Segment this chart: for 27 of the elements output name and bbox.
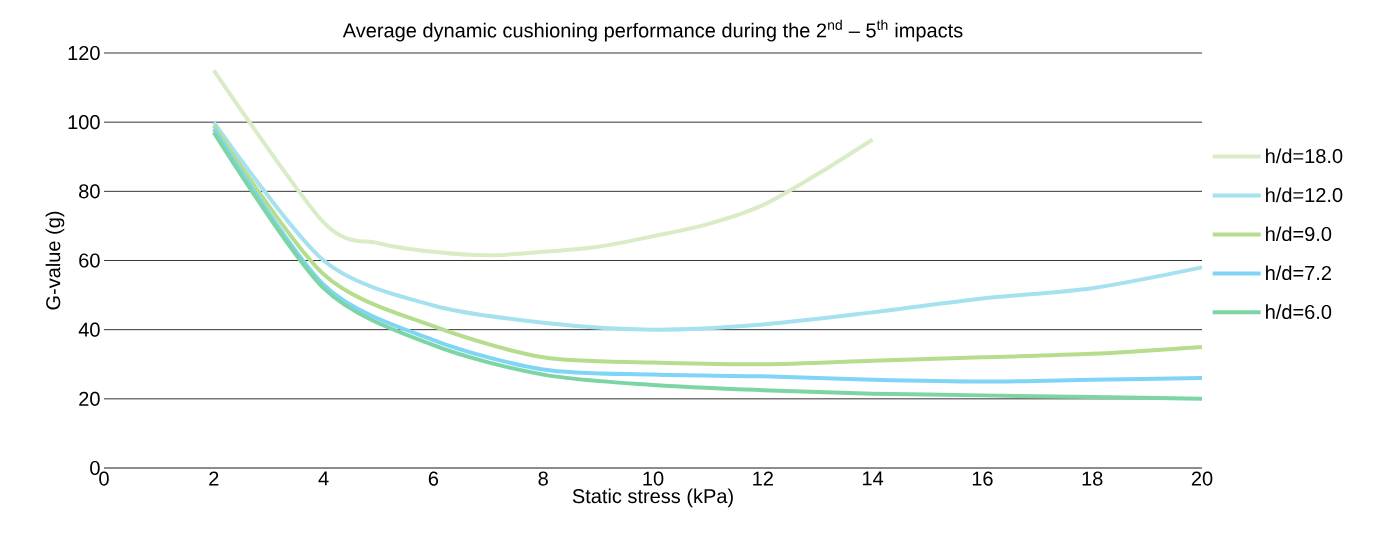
y-axis-title: G-value (g): [45, 211, 65, 310]
y-tick-label: 120: [68, 45, 100, 61]
legend-label: h/d=7.2: [1266, 265, 1331, 281]
legend-label: h/d=12.0: [1266, 187, 1343, 203]
legend-label: h/d=9.0: [1266, 226, 1332, 242]
x-tick-label: 8: [538, 471, 548, 486]
x-tick-label: 4: [318, 471, 329, 486]
legend-label: h/d=18.0: [1266, 148, 1343, 164]
y-tick-label: 20: [79, 391, 100, 406]
line-series: [211, 120, 1205, 332]
y-tick-label: 60: [79, 253, 100, 268]
x-tick-label: 16: [972, 471, 993, 486]
x-tick-label: 2: [209, 471, 219, 486]
x-axis-title: Static stress (kPa): [572, 488, 733, 508]
x-tick-label: 6: [428, 471, 439, 486]
legend-label: h/d=6.0: [1266, 304, 1332, 320]
line-series: [211, 68, 875, 258]
y-tick-label: 100: [68, 115, 100, 130]
x-tick-label: 12: [753, 471, 773, 486]
y-tick-label: 40: [78, 322, 100, 337]
y-tick-label: 0: [90, 460, 100, 476]
x-tick-label: 10: [643, 471, 664, 486]
y-tick-label: 80: [79, 184, 100, 199]
x-tick-label: 18: [1082, 471, 1103, 486]
chart-title: Average dynamic cushioning performance during the 2$^{nd}$ – 5$^{th}$ impacts: [342, 19, 963, 42]
x-tick-label: 20: [1191, 471, 1213, 486]
x-tick-label: 14: [863, 471, 884, 486]
